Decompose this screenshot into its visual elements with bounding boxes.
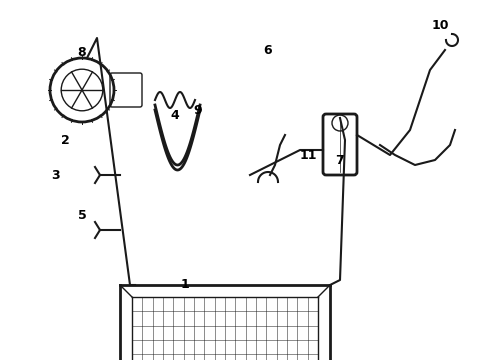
- Text: 9: 9: [194, 104, 202, 117]
- Text: 11: 11: [299, 149, 317, 162]
- Text: 5: 5: [77, 208, 86, 221]
- Text: 10: 10: [431, 18, 449, 32]
- Text: 6: 6: [264, 44, 272, 57]
- Text: 2: 2: [61, 134, 70, 147]
- Text: 4: 4: [171, 108, 179, 122]
- Text: 7: 7: [336, 153, 344, 166]
- Text: 8: 8: [78, 45, 86, 59]
- Text: 3: 3: [50, 168, 59, 181]
- Text: 1: 1: [181, 279, 189, 292]
